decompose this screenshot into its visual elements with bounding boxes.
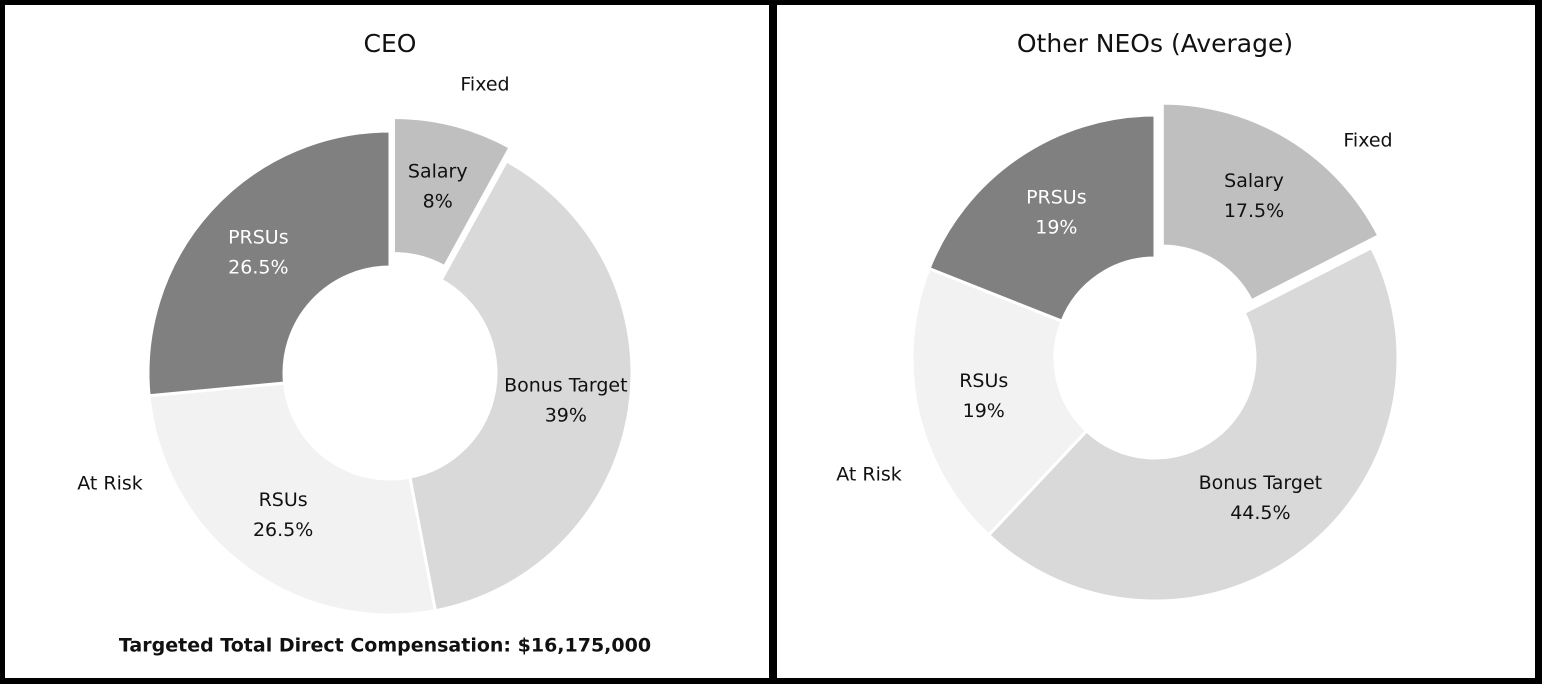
annotation: Fixed — [1343, 130, 1392, 152]
slice-value-label: 39% — [545, 404, 587, 426]
donut-slice — [1160, 101, 1381, 303]
slice-value-label: 19% — [1035, 216, 1077, 238]
annotation: At Risk — [77, 473, 143, 495]
donut-slice — [986, 245, 1400, 603]
chart-title: CEO — [364, 29, 417, 58]
slice-label: Salary — [408, 161, 468, 183]
donut-slice — [408, 158, 634, 613]
donut-slice — [146, 129, 392, 398]
annotation: Fixed — [460, 74, 509, 96]
donut-slice — [927, 113, 1157, 324]
slice-value-label: 17.5% — [1224, 200, 1284, 222]
slice-label: RSUs — [259, 489, 308, 511]
slice-label: Salary — [1224, 170, 1284, 192]
slice-value-label: 26.5% — [253, 519, 313, 541]
slice-value-label: 19% — [963, 400, 1005, 422]
slice-label: RSUs — [959, 370, 1008, 392]
donut-slice — [147, 381, 438, 617]
slice-value-label: 8% — [423, 191, 453, 213]
donut-slice — [391, 115, 513, 269]
annotation: At Risk — [836, 464, 902, 486]
slice-label: PRSUs — [1026, 186, 1087, 208]
slice-label: Bonus Target — [504, 374, 627, 396]
chart-title: Other NEOs (Average) — [1017, 29, 1293, 58]
slice-value-label: 44.5% — [1230, 502, 1290, 524]
slice-value-label: 26.5% — [228, 257, 288, 279]
slice-label: Bonus Target — [1199, 472, 1322, 494]
donut-slice — [910, 266, 1089, 538]
footnote: Targeted Total Direct Compensation: $16,… — [119, 635, 651, 657]
slice-label: PRSUs — [228, 227, 289, 249]
